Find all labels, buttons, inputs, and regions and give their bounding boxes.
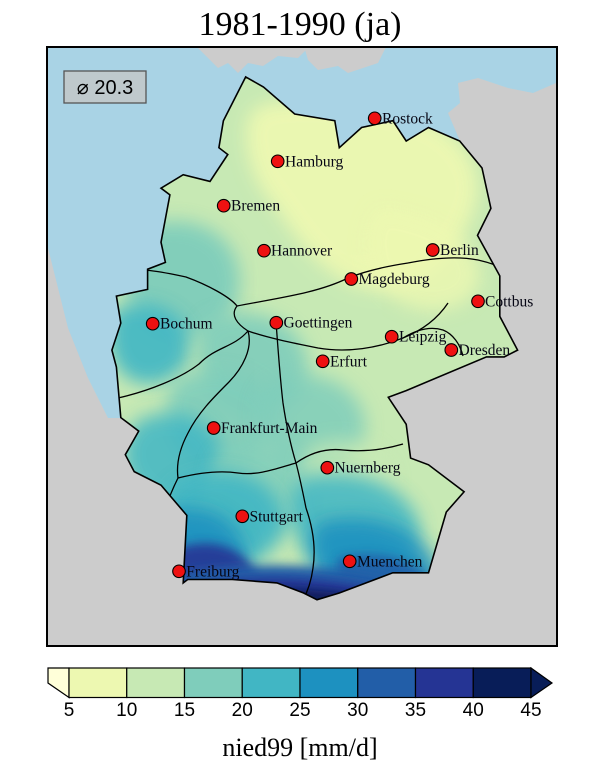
svg-text:10: 10 bbox=[116, 700, 137, 721]
svg-text:5: 5 bbox=[64, 700, 75, 721]
svg-text:15: 15 bbox=[174, 700, 195, 721]
svg-text:45: 45 bbox=[520, 700, 541, 721]
svg-text:40: 40 bbox=[463, 700, 484, 721]
svg-text:30: 30 bbox=[347, 700, 368, 721]
svg-text:35: 35 bbox=[405, 700, 426, 721]
svg-text:25: 25 bbox=[289, 700, 310, 721]
svg-text:20: 20 bbox=[232, 700, 253, 721]
svg-text:nied99 [mm/d]: nied99 [mm/d] bbox=[222, 733, 377, 762]
